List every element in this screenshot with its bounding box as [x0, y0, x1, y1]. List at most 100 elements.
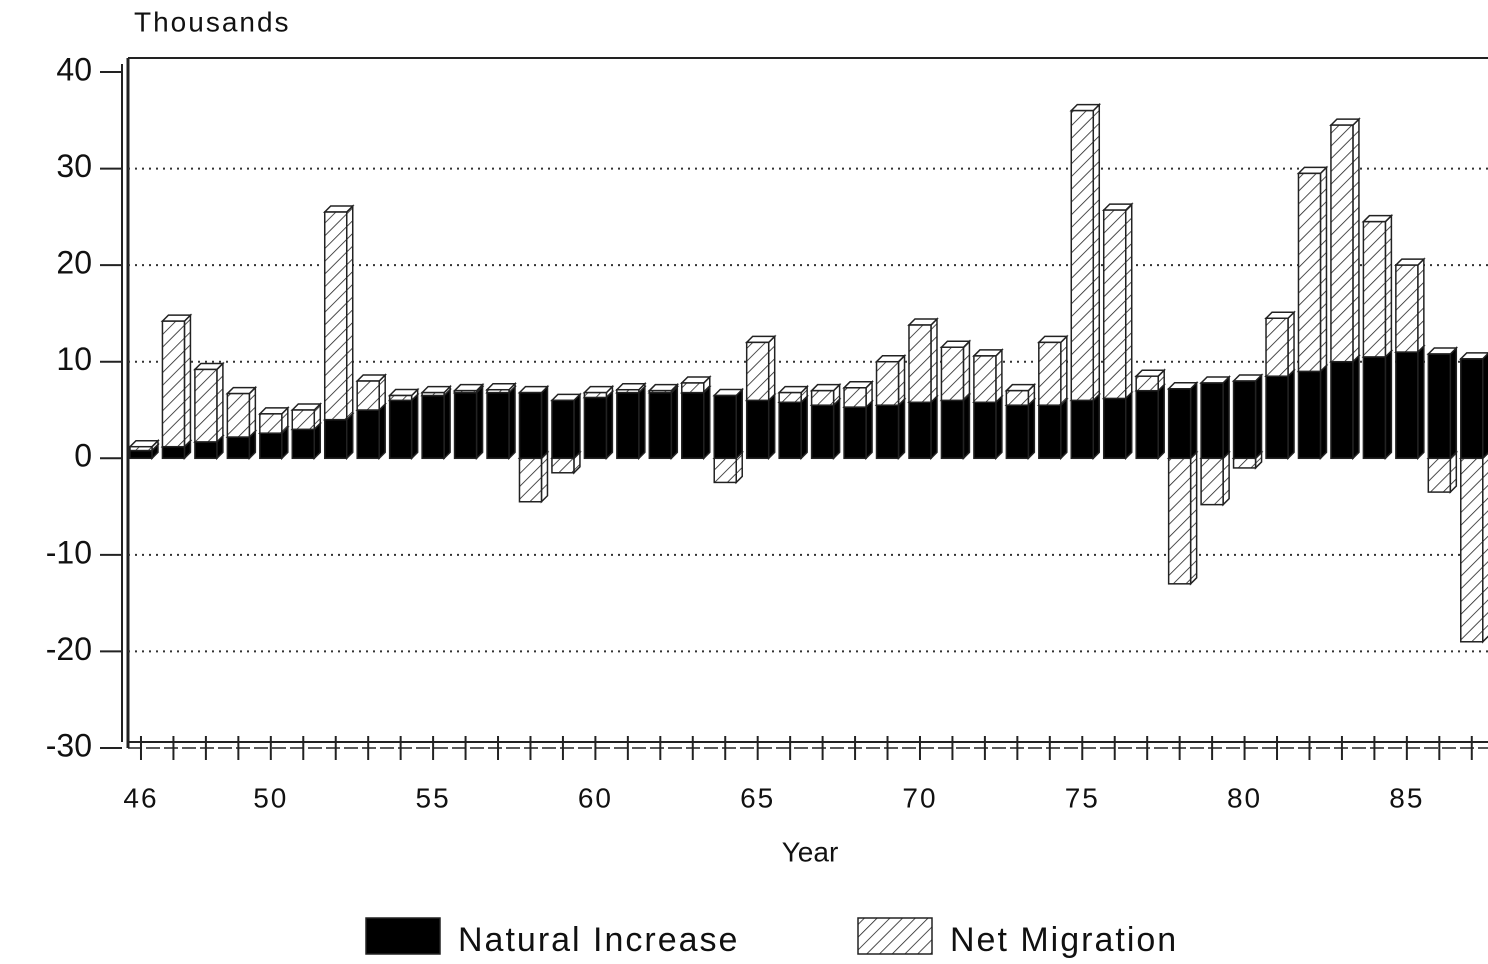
bar-top	[874, 354, 907, 363]
bar-face	[161, 445, 186, 460]
bar	[582, 389, 615, 461]
bar-top	[452, 383, 485, 392]
bar-side	[1254, 373, 1263, 461]
bar-top	[290, 403, 323, 411]
bar	[1264, 310, 1296, 379]
bar	[939, 392, 972, 461]
bar-top	[842, 381, 874, 389]
bar-side	[767, 334, 776, 403]
bar-face	[810, 404, 835, 460]
bar	[387, 387, 420, 403]
bar-face	[1297, 172, 1322, 373]
bar-side	[995, 348, 1003, 405]
bar	[1101, 390, 1134, 461]
legend-swatch	[365, 917, 441, 955]
bar	[355, 402, 388, 461]
bar-face	[1167, 457, 1192, 585]
bar-top	[1296, 166, 1329, 175]
bar	[1134, 368, 1166, 393]
bar-face	[1232, 457, 1257, 469]
bar-face	[1460, 358, 1484, 460]
bar-face	[875, 404, 900, 460]
bar-face	[226, 392, 251, 438]
bar-face	[1330, 360, 1354, 460]
bar	[1199, 450, 1231, 507]
bar-side	[345, 204, 354, 422]
bar-top	[1069, 103, 1102, 112]
y-tick-label: -10	[46, 534, 92, 570]
bar-side	[540, 450, 549, 504]
bar-side	[1319, 165, 1328, 374]
bar	[972, 394, 1004, 461]
bar-face	[1427, 457, 1452, 493]
bar	[1394, 257, 1426, 354]
y-tick-label: 30	[56, 148, 92, 184]
bar-top	[1458, 352, 1488, 360]
bar-face	[681, 382, 705, 394]
bar-top	[225, 386, 258, 395]
bar-side	[1060, 334, 1068, 407]
bar-top	[485, 382, 517, 391]
x-tick-label: 50	[253, 782, 288, 813]
bar-side	[767, 392, 776, 461]
bar-face	[1102, 209, 1127, 400]
bar	[907, 317, 939, 405]
bar-face	[518, 457, 543, 503]
bar-face	[1362, 356, 1387, 460]
bar-top	[809, 383, 842, 392]
x-tick-label: 46	[123, 782, 158, 813]
bar-top	[1166, 382, 1199, 390]
bar	[842, 399, 874, 461]
bar-face	[323, 211, 348, 421]
bar	[679, 375, 712, 395]
bar-top	[387, 388, 420, 397]
bar-face	[778, 391, 802, 404]
bar-side	[378, 402, 386, 461]
bar-side	[1482, 352, 1488, 461]
bar-side	[1189, 450, 1198, 586]
bar	[1296, 165, 1329, 374]
bar-side	[1124, 202, 1133, 401]
bar	[1458, 352, 1488, 461]
bar	[517, 450, 550, 504]
bar-face	[421, 391, 445, 397]
bar	[647, 382, 680, 395]
bar-side	[670, 384, 679, 461]
bar-top	[355, 374, 388, 382]
bar-side	[1124, 390, 1133, 461]
bar	[485, 381, 517, 395]
bar-face	[356, 380, 380, 411]
bar-side	[1287, 368, 1295, 461]
bar-face	[1297, 370, 1322, 460]
bar-side	[1384, 213, 1393, 359]
bar-side	[573, 392, 581, 461]
bar	[1134, 382, 1166, 461]
bar-top	[679, 376, 712, 384]
bar-top	[1037, 335, 1069, 344]
bar	[972, 348, 1004, 405]
bar	[193, 361, 225, 444]
bar-face	[194, 368, 218, 443]
bar-face	[453, 391, 478, 460]
bar	[874, 397, 907, 461]
bar-side	[1384, 349, 1393, 461]
bar-top	[939, 340, 972, 348]
bar-side	[1319, 363, 1328, 461]
chart-title: Thousands	[134, 6, 291, 37]
bar-side	[1287, 310, 1295, 379]
bar-face	[616, 388, 640, 394]
bar-face	[551, 457, 575, 474]
bar-face	[1232, 380, 1257, 460]
bar	[744, 392, 777, 461]
bar-face	[1460, 457, 1484, 643]
bar-face	[1005, 404, 1030, 460]
bar-top	[258, 407, 290, 415]
bar-side	[1449, 346, 1458, 461]
bar-face	[259, 413, 283, 434]
bar-face	[486, 391, 510, 460]
bar-side	[508, 384, 516, 461]
bar-side	[930, 317, 938, 405]
legend-label: Net Migration	[950, 921, 1178, 959]
bar-top	[193, 362, 225, 371]
bar-face	[1200, 457, 1224, 506]
